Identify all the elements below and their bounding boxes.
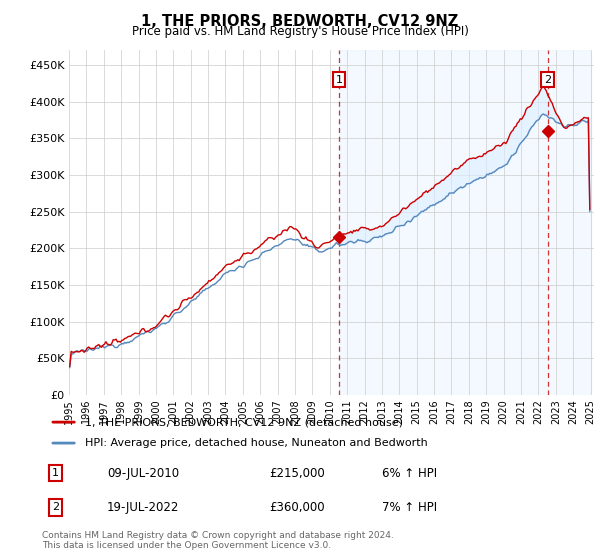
Text: Price paid vs. HM Land Registry's House Price Index (HPI): Price paid vs. HM Land Registry's House … [131, 25, 469, 38]
Text: HPI: Average price, detached house, Nuneaton and Bedworth: HPI: Average price, detached house, Nune… [85, 438, 428, 448]
Text: £215,000: £215,000 [269, 467, 325, 480]
Text: 1: 1 [52, 468, 59, 478]
Text: 19-JUL-2022: 19-JUL-2022 [107, 501, 179, 514]
Text: 6% ↑ HPI: 6% ↑ HPI [382, 467, 437, 480]
Bar [339, 50, 590, 395]
Text: 1: 1 [335, 74, 343, 85]
Text: 7% ↑ HPI: 7% ↑ HPI [382, 501, 437, 514]
Text: 1, THE PRIORS, BEDWORTH, CV12 9NZ (detached house): 1, THE PRIORS, BEDWORTH, CV12 9NZ (detac… [85, 417, 403, 427]
Text: £360,000: £360,000 [269, 501, 325, 514]
Text: 09-JUL-2010: 09-JUL-2010 [107, 467, 179, 480]
Text: 1, THE PRIORS, BEDWORTH, CV12 9NZ: 1, THE PRIORS, BEDWORTH, CV12 9NZ [142, 14, 458, 29]
Text: Contains HM Land Registry data © Crown copyright and database right 2024.
This d: Contains HM Land Registry data © Crown c… [42, 531, 394, 550]
Text: 2: 2 [52, 502, 59, 512]
Text: 2: 2 [544, 74, 551, 85]
